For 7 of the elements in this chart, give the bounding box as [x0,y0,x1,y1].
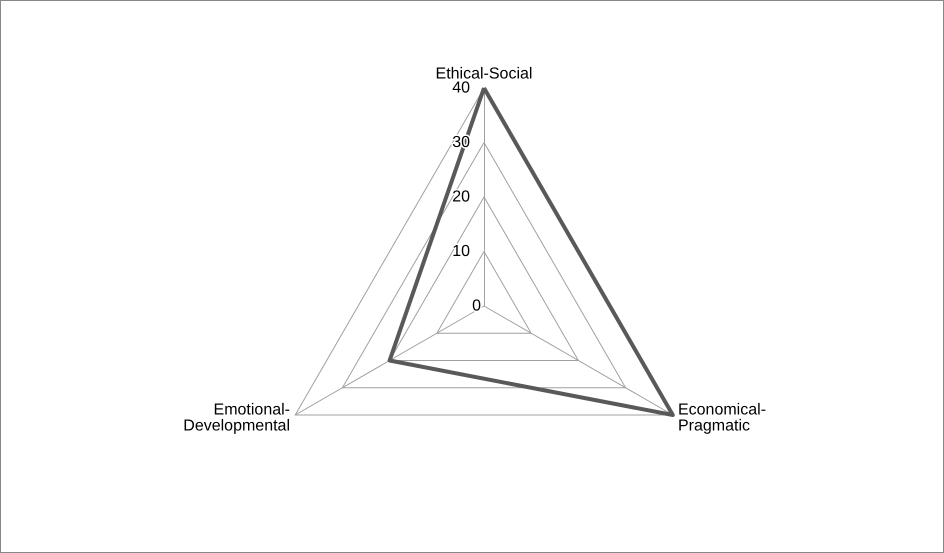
spoke-label: Emotional-Developmental [183,402,290,434]
y-tick-label: 0 [472,298,482,314]
spoke-label: Ethical-Social [436,66,532,82]
spoke-label: Economical-Pragmatic [678,402,766,434]
y-tick-label: 20 [452,188,470,206]
y-tick-label: 10 [452,243,470,260]
y-tick-label: 40 [452,80,470,96]
